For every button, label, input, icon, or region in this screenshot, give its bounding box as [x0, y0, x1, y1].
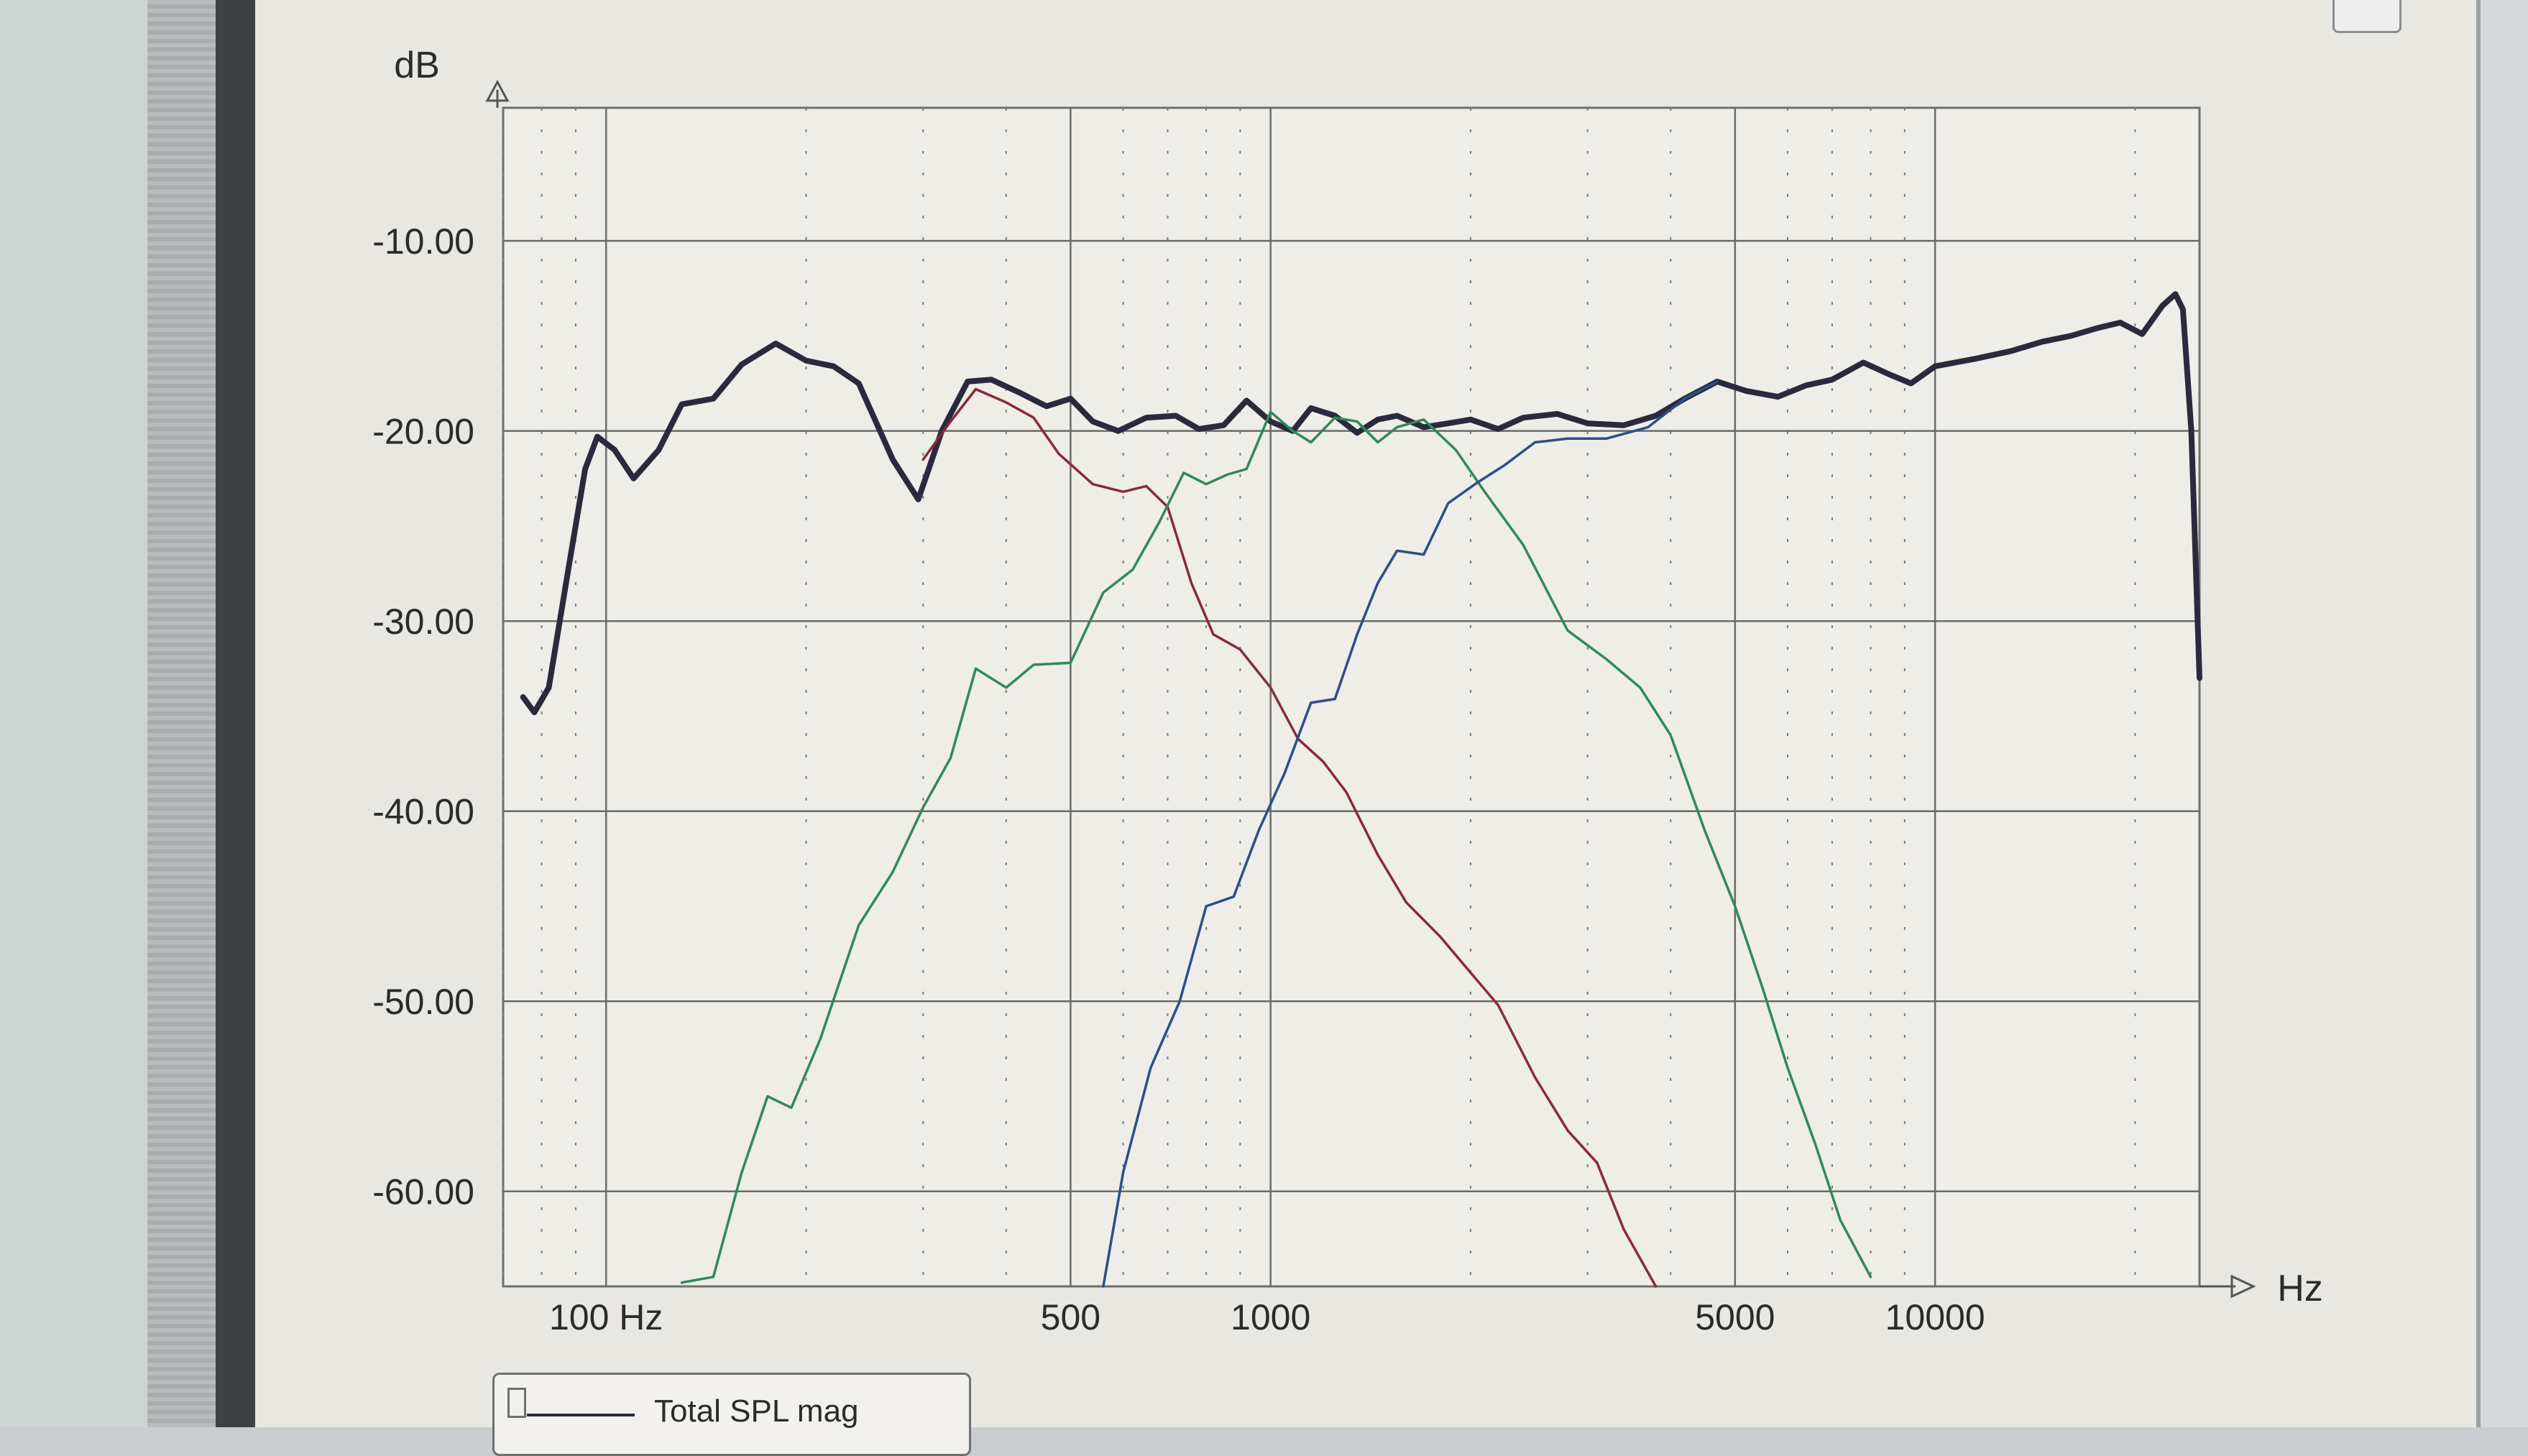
x-tick-label: 5000 — [1695, 1297, 1775, 1337]
legend-box[interactable]: Total SPL mag — [492, 1373, 971, 1456]
chart-axes — [485, 79, 2256, 1299]
right-panel-edge — [2476, 0, 2528, 1427]
y-tick-label: -40.00 — [372, 792, 474, 832]
y-tick-label: -30.00 — [372, 602, 474, 642]
x-tick-label: 1000 — [1231, 1297, 1310, 1337]
monitor-bezel-inner — [216, 0, 255, 1427]
chart-labels: -10.00 -20.00 -30.00 -40.00 -50.00 -60.00 100 … — [372, 45, 2323, 1337]
y-tick-label: -20.00 — [372, 412, 474, 452]
legend-line-sample — [527, 1414, 635, 1416]
x-axis-label: Hz — [2277, 1268, 2323, 1309]
x-tick-label: 10000 — [1885, 1297, 1985, 1337]
series-line-3 — [680, 410, 1872, 1284]
legend-checkbox[interactable] — [507, 1388, 526, 1418]
series-line-4 — [1102, 380, 1719, 1288]
legend-label: Total SPL mag — [654, 1393, 859, 1429]
x-tick-label: 500 — [1041, 1297, 1100, 1337]
y-tick-label: -50.00 — [372, 982, 474, 1022]
y-tick-label: -60.00 — [372, 1172, 474, 1212]
series-line-2 — [921, 387, 1658, 1288]
x-tick-label: 100 Hz — [549, 1297, 663, 1337]
y-tick-label: -10.00 — [372, 221, 474, 262]
background-wall — [0, 0, 165, 1427]
x-axis-arrow-head — [2230, 1274, 2256, 1299]
window-button[interactable] — [2332, 0, 2401, 33]
series-line-1 — [520, 291, 2202, 716]
plot-area — [502, 106, 2201, 1288]
y-axis-label: dB — [394, 45, 440, 86]
chart-grid — [502, 106, 2201, 1288]
chart-series — [520, 291, 2202, 1288]
y-axis-arrow-head — [485, 79, 510, 102]
